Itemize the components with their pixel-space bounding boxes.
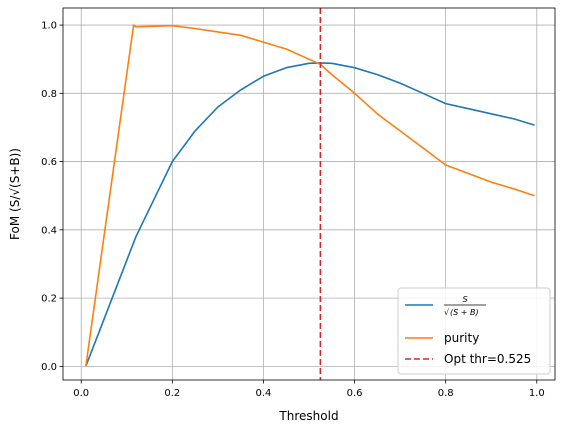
- legend-box: [397, 287, 551, 375]
- y-tick-label: 0.6: [41, 157, 57, 168]
- x-tick-label: 1.0: [529, 388, 545, 399]
- x-tick-label: 0.8: [438, 388, 454, 399]
- y-tick-label: 0.0: [41, 362, 57, 373]
- x-axis-label: Threshold: [278, 409, 338, 423]
- legend-label-purity: purity: [444, 331, 479, 345]
- legend-label-opt-thr: Opt thr=0.525: [444, 352, 531, 366]
- plot-area: [85, 8, 535, 380]
- legend-label-fom-denominator: (S + B): [450, 308, 479, 317]
- x-tick-label: 0.4: [255, 388, 271, 399]
- grid-lines: [63, 8, 555, 380]
- x-tick-label: 0.2: [164, 388, 180, 399]
- y-axis-label: FoM (S/√(S+B)): [8, 148, 22, 240]
- y-tick-label: 0.8: [41, 89, 57, 100]
- x-tick-label: 0.0: [73, 388, 89, 399]
- legend-label-fom-numerator: S: [462, 295, 467, 304]
- x-tick-label: 0.6: [347, 388, 363, 399]
- series-line-0: [85, 62, 535, 367]
- legend: S √ (S + B) purity Opt thr=0.525: [397, 287, 551, 375]
- y-tick-label: 0.4: [41, 225, 57, 236]
- axis-ticks: 0.0 0.2 0.4 0.6 0.8 1.0 0.0 0.2 0.4 0.6 0.8 1.0: [41, 21, 545, 399]
- y-tick-label: 0.2: [41, 294, 57, 305]
- axes-frame: [62, 7, 556, 381]
- legend-radical-sign: √: [444, 308, 450, 317]
- y-tick-label: 1.0: [41, 21, 57, 32]
